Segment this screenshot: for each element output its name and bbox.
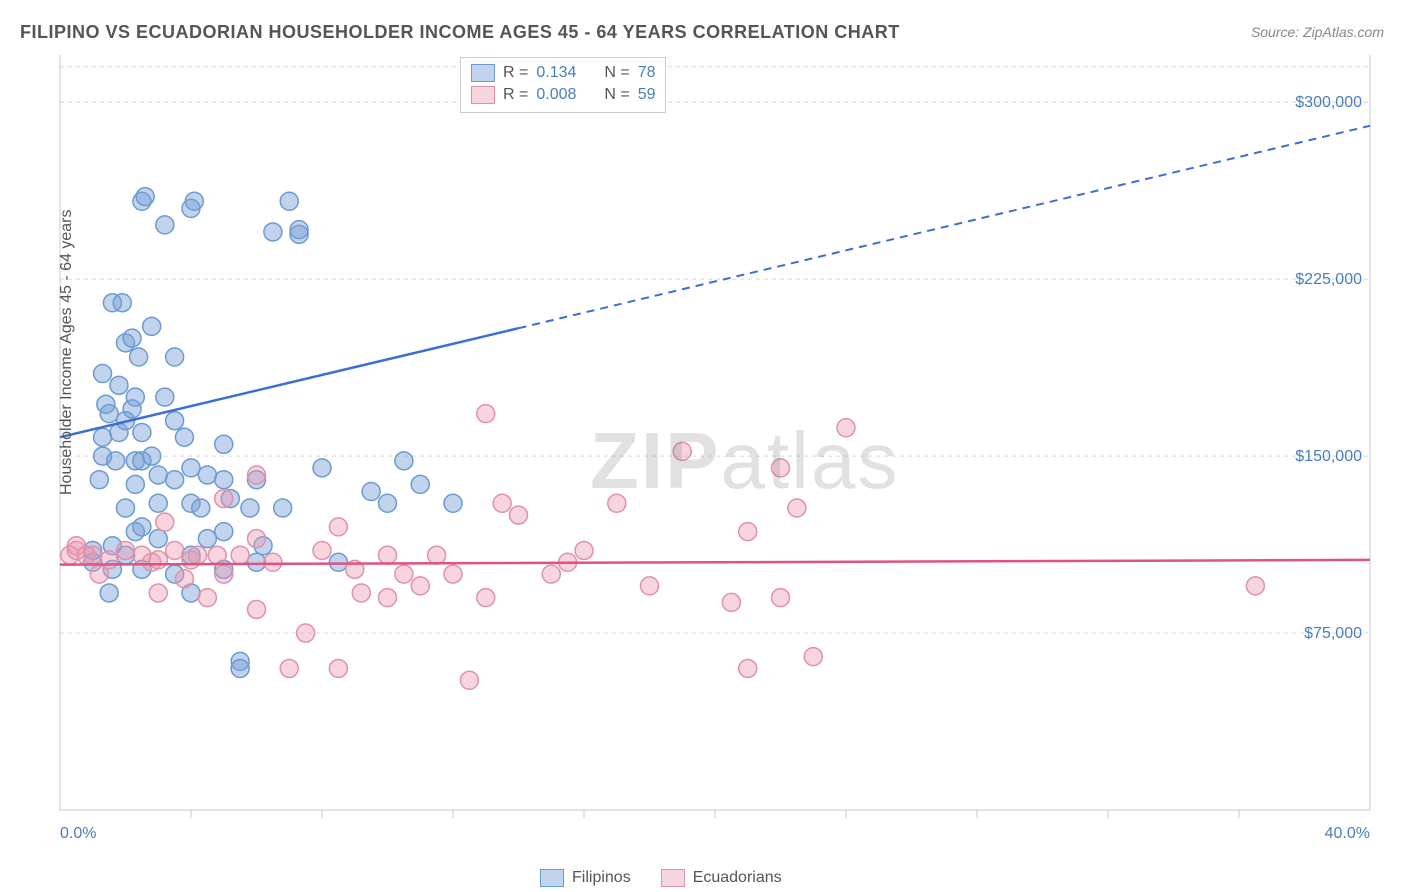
scatter-chart: $75,000 $150,000 $225,000 $300,000 0.0% 40.0% [50, 55, 1386, 848]
n-value-ecuadorians: 59 [638, 86, 656, 104]
svg-text:$150,000: $150,000 [1295, 448, 1362, 465]
swatch-ecuadorians-icon [661, 869, 685, 887]
swatch-filipinos-icon [540, 869, 564, 887]
chart-title: FILIPINO VS ECUADORIAN HOUSEHOLDER INCOM… [20, 22, 900, 43]
svg-text:$225,000: $225,000 [1295, 271, 1362, 288]
svg-text:40.0%: 40.0% [1325, 825, 1370, 842]
r-label: R = [503, 64, 528, 82]
legend-item-filipinos: Filipinos [540, 869, 631, 887]
stats-legend-box: R = 0.134 N = 78 R = 0.008 N = 59 [460, 57, 666, 113]
stats-row-ecuadorians: R = 0.008 N = 59 [471, 84, 655, 106]
n-label: N = [604, 64, 629, 82]
svg-text:0.0%: 0.0% [60, 825, 96, 842]
r-value-filipinos: 0.134 [536, 64, 586, 82]
swatch-filipinos [471, 64, 495, 82]
chart-area: Householder Income Ages 45 - 64 years $7… [50, 55, 1386, 848]
n-label: N = [604, 86, 629, 104]
swatch-ecuadorians [471, 86, 495, 104]
bottom-legend: Filipinos Ecuadorians [540, 869, 782, 887]
svg-text:$300,000: $300,000 [1295, 94, 1362, 111]
stats-row-filipinos: R = 0.134 N = 78 [471, 62, 655, 84]
r-label: R = [503, 86, 528, 104]
y-axis-label: Householder Income Ages 45 - 64 years [58, 210, 76, 496]
source-attribution: Source: ZipAtlas.com [1251, 24, 1384, 40]
legend-item-ecuadorians: Ecuadorians [661, 869, 782, 887]
n-value-filipinos: 78 [638, 64, 656, 82]
r-value-ecuadorians: 0.008 [536, 86, 586, 104]
svg-text:$75,000: $75,000 [1304, 625, 1362, 642]
